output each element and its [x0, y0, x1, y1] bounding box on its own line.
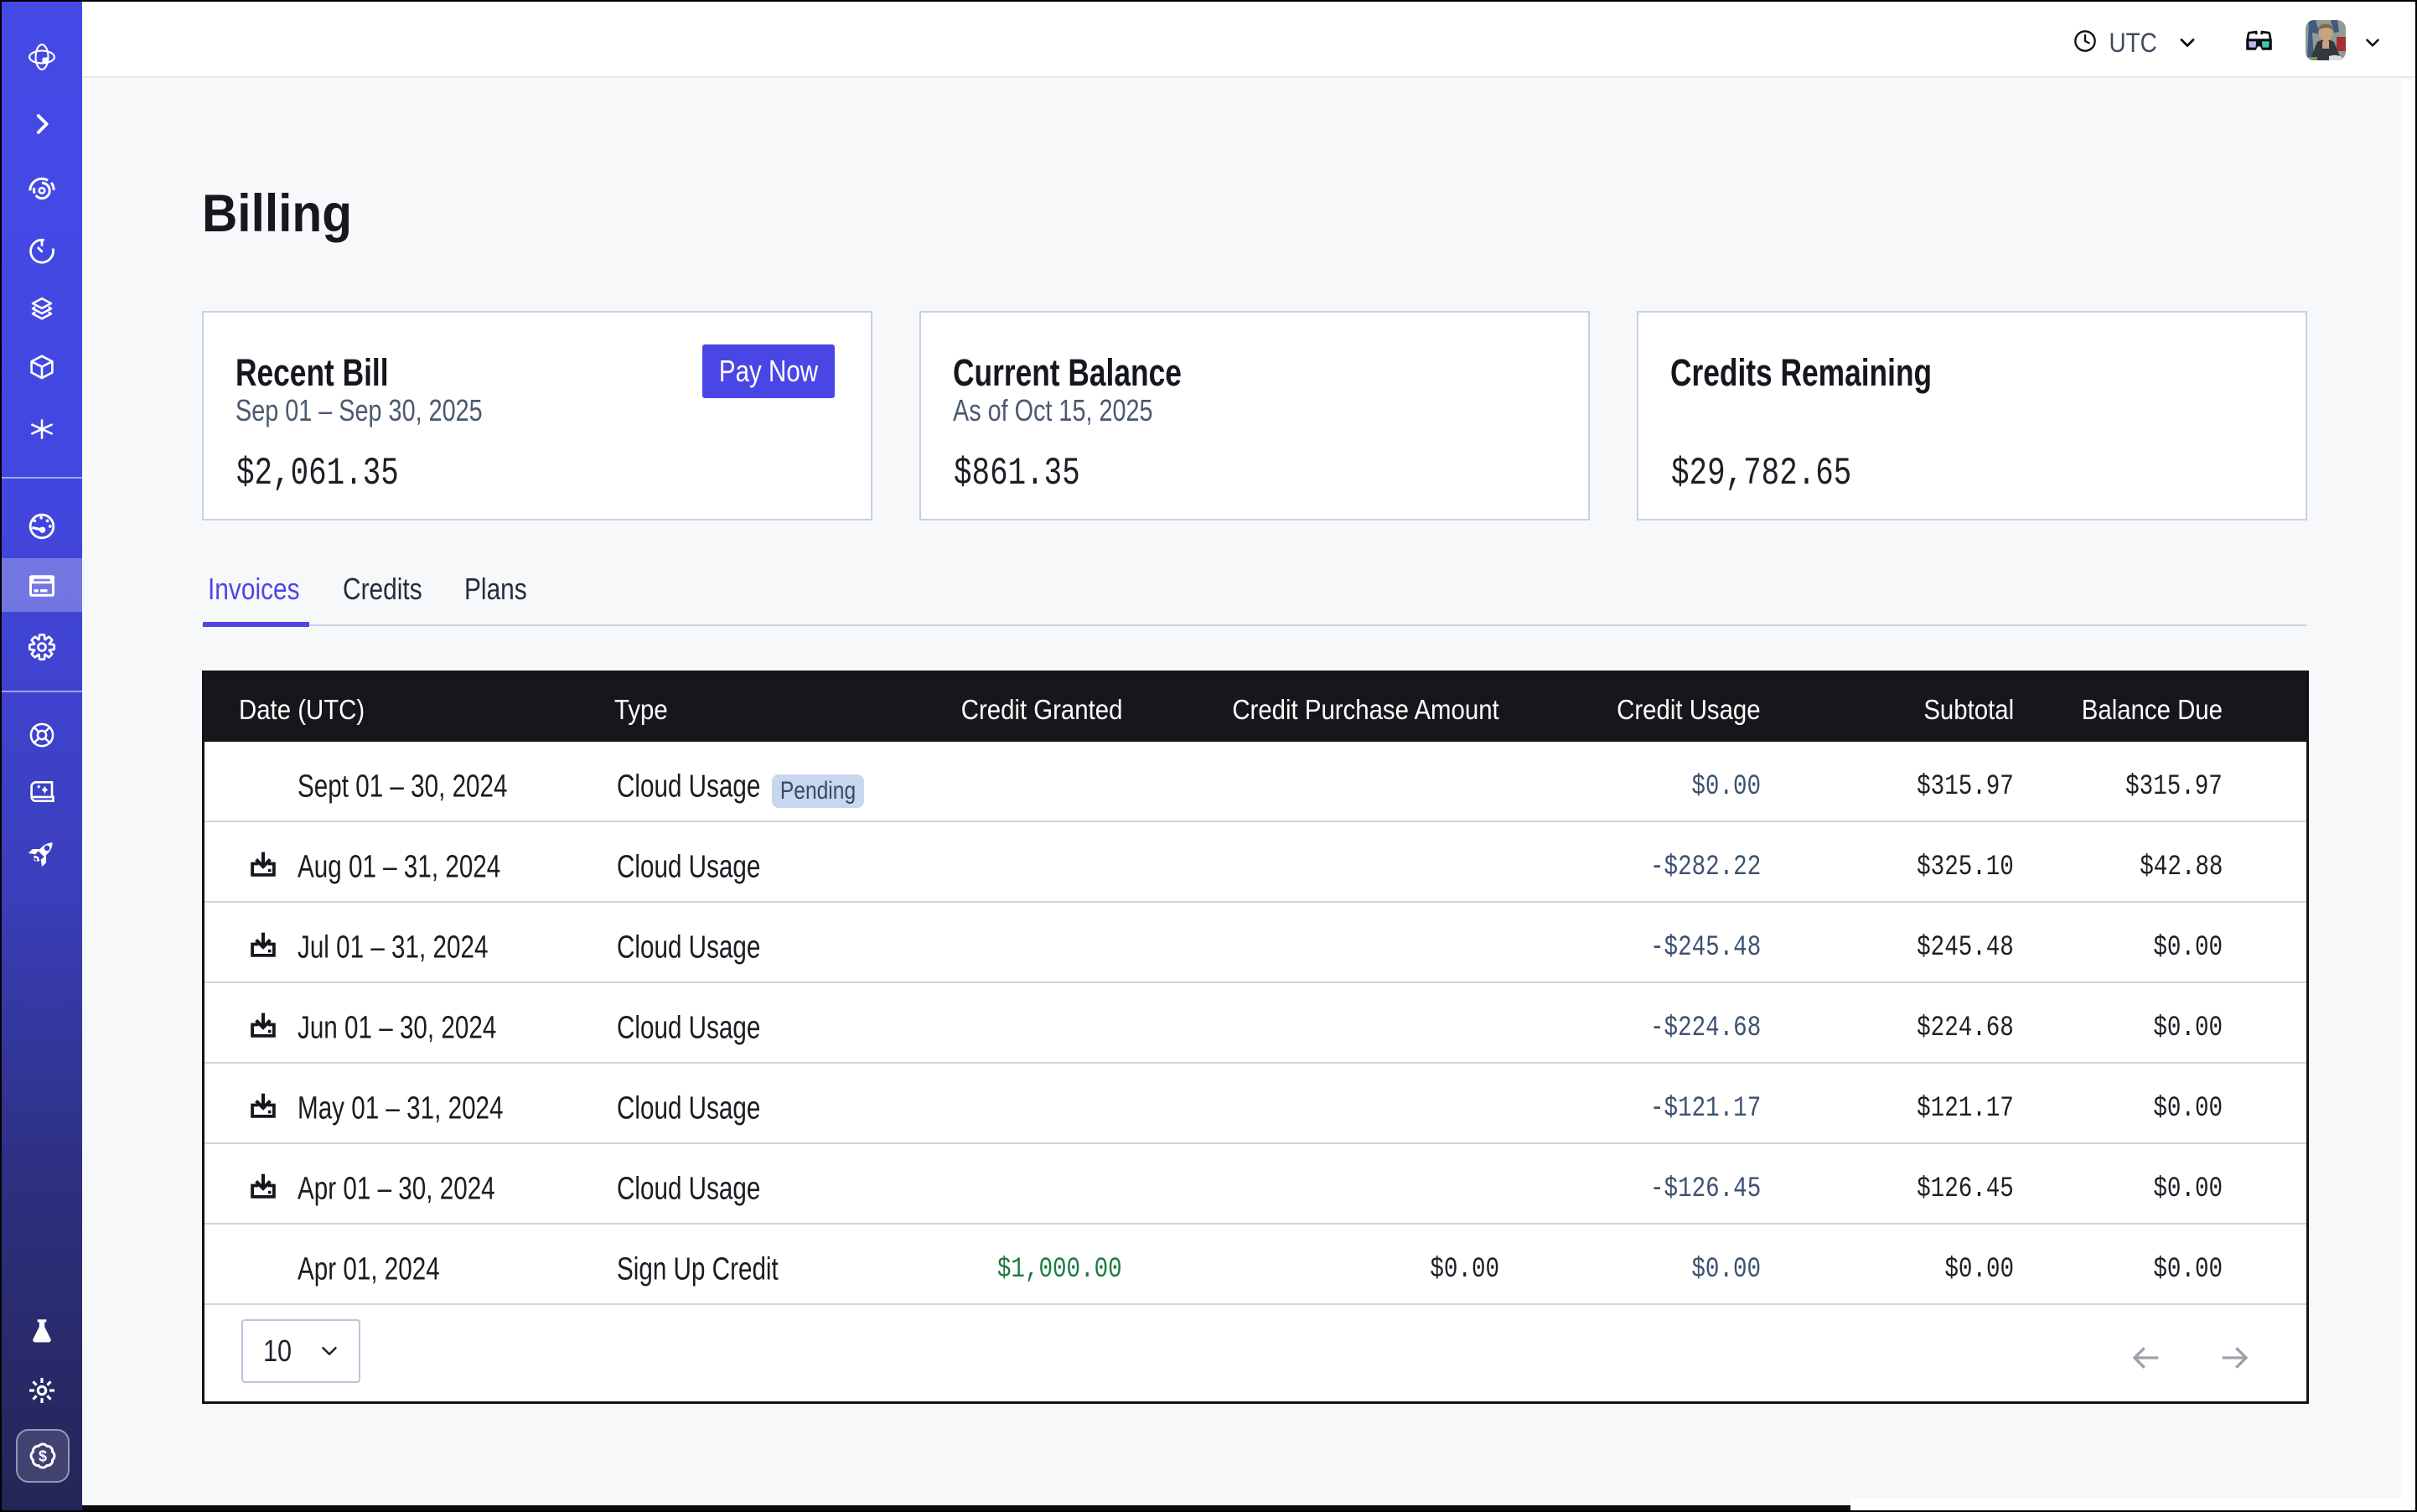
- svg-text:$: $: [39, 1448, 47, 1465]
